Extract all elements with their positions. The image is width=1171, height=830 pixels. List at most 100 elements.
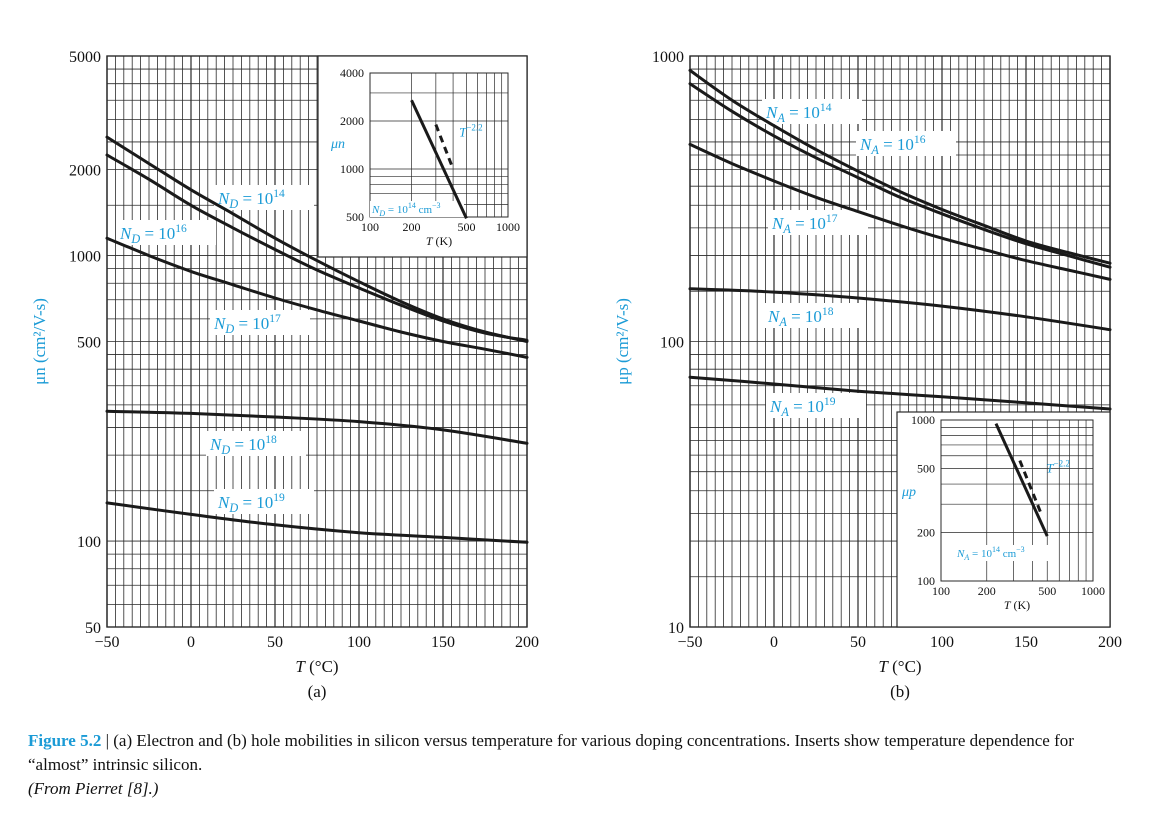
panel-label: (b) xyxy=(890,682,910,701)
series-label-sub: D xyxy=(220,443,230,457)
series-label: NA = 1018 xyxy=(767,305,834,329)
x-axis-label: T (°C) xyxy=(295,657,338,676)
inset-y-axis-label: μn xyxy=(330,137,345,152)
series-label-sub: A xyxy=(776,111,785,125)
x-tick-label: −50 xyxy=(677,634,702,651)
series-label-sup: 18 xyxy=(822,305,834,318)
x-tick-label: 0 xyxy=(187,634,195,651)
series-label-background xyxy=(764,303,864,328)
series-label-background xyxy=(206,431,306,456)
series-label-sub: A xyxy=(780,405,789,419)
series-label-eq: = 10 xyxy=(230,435,265,454)
series-label-base: N xyxy=(765,103,779,122)
inset-x-axis-label-var: T xyxy=(1004,598,1012,612)
x-axis-label-var: T xyxy=(878,657,889,676)
series-label: ND = 1014 xyxy=(217,187,285,211)
series-label-background xyxy=(116,220,216,245)
inset-x-axis-label-var: T xyxy=(426,234,434,248)
x-tick-label: 100 xyxy=(347,634,371,651)
series-label-background xyxy=(214,185,314,210)
series-label-sub: A xyxy=(778,315,787,329)
series-label-sub: D xyxy=(228,501,238,515)
x-tick-label: 50 xyxy=(850,634,866,651)
x-tick-label: 200 xyxy=(1098,634,1122,651)
series-label-sub: A xyxy=(782,222,791,236)
inset-frame xyxy=(940,419,1094,582)
series-label: ND = 1018 xyxy=(209,433,277,457)
inset-power-law-line xyxy=(434,124,455,170)
y-tick-label: 100 xyxy=(660,335,684,352)
inset-x-tick-label: 500 xyxy=(1038,584,1056,598)
series-label-sub: A xyxy=(870,143,879,157)
inset-y-tick-label: 500 xyxy=(917,461,935,475)
y-tick-label: 1000 xyxy=(69,249,101,266)
y-tick-label: 1000 xyxy=(652,49,684,66)
series-label-sup: 19 xyxy=(273,491,285,504)
caption-text: (a) Electron and (b) hole mobilities in … xyxy=(28,731,1074,774)
x-axis-label-unit: (°C) xyxy=(888,657,922,676)
inset-power-law-label-sup: −2.2 xyxy=(1054,459,1070,469)
inset-grid xyxy=(369,72,509,218)
inset-x-tick-label: 100 xyxy=(361,220,379,234)
series-label-sub: D xyxy=(224,322,234,336)
inset-y-tick-label: 1000 xyxy=(340,162,364,176)
y-tick-label: 5000 xyxy=(69,49,101,66)
series-line xyxy=(105,153,529,342)
inset-background xyxy=(896,411,1111,628)
series-label-sup: 18 xyxy=(265,433,277,446)
x-tick-label: 100 xyxy=(930,634,954,651)
series-line xyxy=(105,236,529,359)
inset-note-unit: cm xyxy=(1000,548,1017,560)
inset-x-axis-label-unit: (K) xyxy=(1011,598,1031,612)
figure-label: Figure 5.2 xyxy=(28,731,102,750)
inset-power-law-label-base: T xyxy=(1046,461,1054,476)
inset-note-sub: D xyxy=(378,209,385,218)
series-label-eq: = 10 xyxy=(238,189,273,208)
series-label-sup: 17 xyxy=(269,312,281,325)
inset-x-tick-label: 100 xyxy=(932,584,950,598)
inset-note-unit: cm xyxy=(416,204,433,216)
y-tick-label: 500 xyxy=(77,335,101,352)
inset-note-sub: A xyxy=(963,553,969,562)
inset-power-law-line xyxy=(1018,459,1042,513)
inset-x-axis-label-unit: (K) xyxy=(433,234,453,248)
inset-x-tick-label: 200 xyxy=(978,584,996,598)
inset-x-axis-label: T (K) xyxy=(1004,598,1030,612)
series-label-sub: D xyxy=(228,197,238,211)
series-label-base: N xyxy=(209,435,223,454)
x-axis-label: T (°C) xyxy=(878,657,921,676)
inset-note-eq: = 10 xyxy=(385,204,408,216)
inset-note-unit-sup: −3 xyxy=(1016,545,1025,554)
inset-power-law-label-sup: −2.2 xyxy=(466,123,482,133)
series-label-base: N xyxy=(217,189,231,208)
series-label-sup: 16 xyxy=(175,222,187,235)
series-line xyxy=(688,142,1112,281)
series-label-base: N xyxy=(119,224,133,243)
series-label-background xyxy=(856,131,956,156)
series-label-background xyxy=(210,310,310,335)
inset-note-sup: 14 xyxy=(408,201,416,210)
series-label-base: N xyxy=(217,493,231,512)
inset-note-base: N xyxy=(371,204,380,216)
series-label: ND = 1017 xyxy=(213,312,281,336)
series-line xyxy=(105,501,529,544)
figure-caption: Figure 5.2 | (a) Electron and (b) hole m… xyxy=(28,729,1128,801)
x-axis-label-var: T xyxy=(295,657,306,676)
series-line xyxy=(105,135,529,343)
series-label-eq: = 10 xyxy=(879,135,914,154)
series-label-eq: = 10 xyxy=(789,397,824,416)
y-tick-label: 100 xyxy=(77,534,101,551)
series-label-background xyxy=(766,393,866,418)
y-tick-label: 50 xyxy=(85,620,101,637)
panel-label: (a) xyxy=(308,682,327,701)
grid xyxy=(106,55,528,628)
inset-y-tick-label: 1000 xyxy=(911,413,935,427)
series-label-eq: = 10 xyxy=(238,493,273,512)
series-label-eq: = 10 xyxy=(785,103,820,122)
inset-background xyxy=(317,55,528,258)
inset-note: NA = 1014 cm−3 xyxy=(956,545,1025,562)
x-tick-label: 200 xyxy=(515,634,539,651)
x-tick-label: 150 xyxy=(431,634,455,651)
